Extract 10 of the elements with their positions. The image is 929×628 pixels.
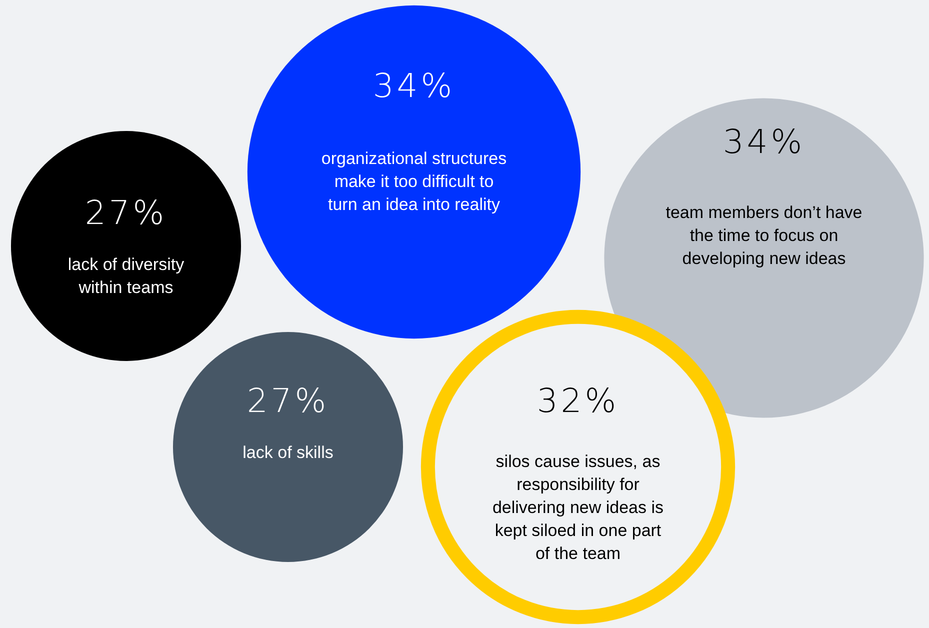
category-label: silos cause issues, as responsibility for delivering new ideas is kept siloed in one part of the team (492, 452, 664, 563)
data-label: 32% (536, 381, 620, 420)
category-label: organizational structures make it too difficult to turn an idea into reality (321, 149, 507, 214)
category-label: team members don’t have the time to focus on developing new ideas (666, 203, 862, 268)
category-label: lack of diversity within teams (68, 255, 185, 297)
data-label: 27% (84, 193, 168, 232)
data-label: 27% (246, 381, 330, 420)
data-label: 34% (372, 66, 456, 105)
data-label: 34% (722, 122, 806, 161)
category-label: lack of skills (242, 443, 334, 462)
